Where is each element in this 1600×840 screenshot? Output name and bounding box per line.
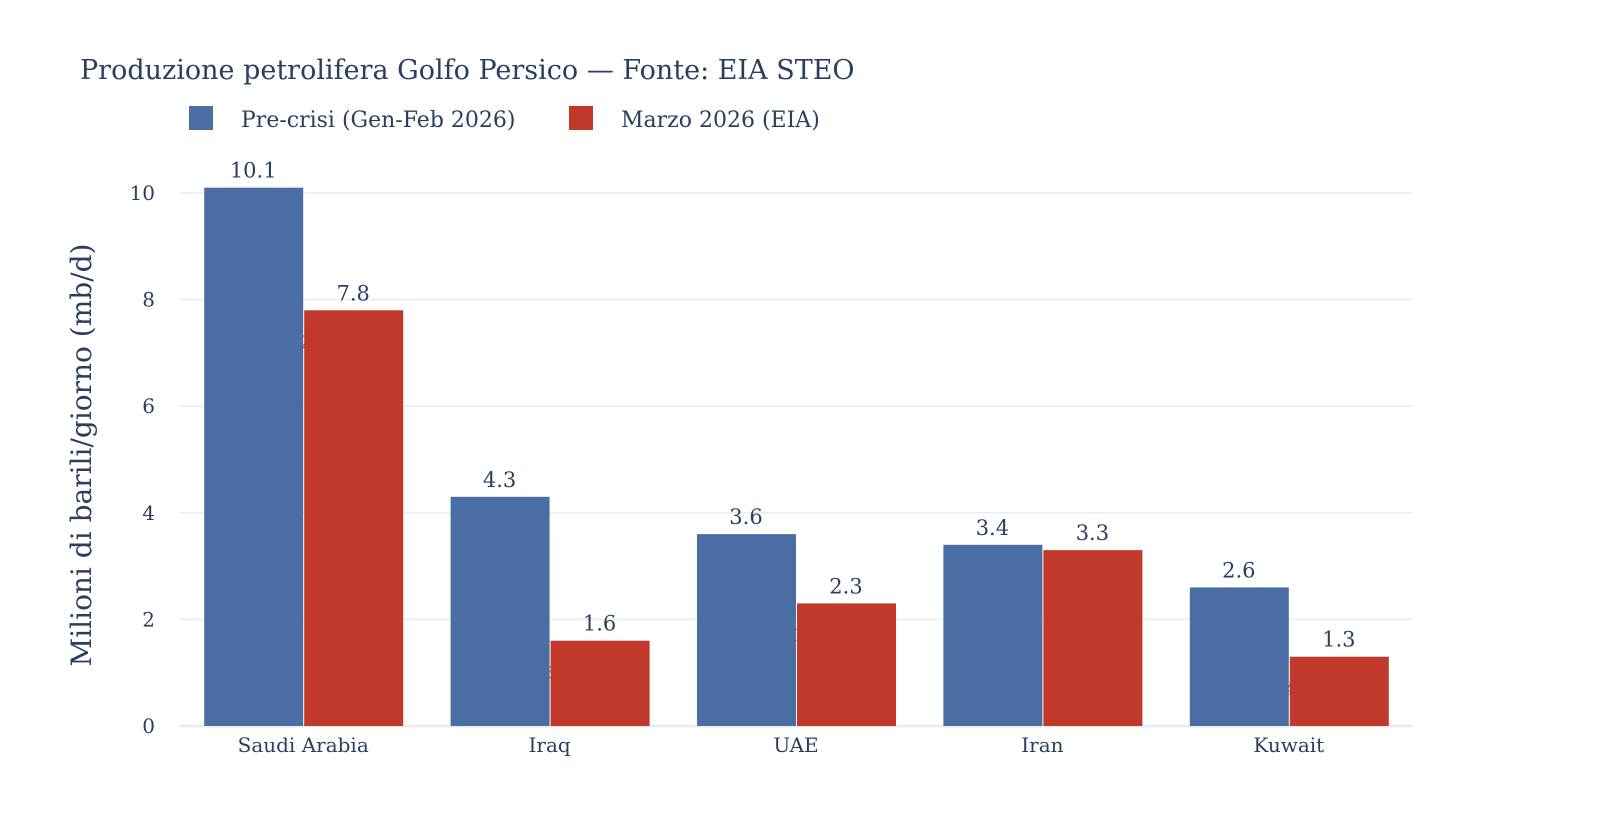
bar-value-label: 3.6 [729,505,762,529]
legend-label-march-2026: Marzo 2026 (EIA) [621,108,820,133]
x-tick-label: Iran [1021,733,1063,757]
bar-value-label: 4.3 [483,468,516,492]
x-axis-ticks: Saudi Arabia Iraq UAE Iran Kuwait [238,733,1325,757]
y-tick-label: 0 [142,714,155,738]
x-tick-label: UAE [773,733,818,757]
y-tick-label: 2 [142,607,155,631]
y-tick-label: 10 [130,181,155,205]
legend-item-pre-crisis[interactable]: Pre-crisi (Gen-Feb 2026) [189,106,515,133]
bar-pre-crisis-uae[interactable] [697,534,796,726]
x-tick-label: Iraq [529,733,571,757]
bar-pre-crisis-iran[interactable] [943,544,1043,726]
bar-march-2026-kuwait[interactable] [1289,656,1389,726]
y-tick-label: 6 [142,394,155,418]
chart-title: Produzione petrolifera Golfo Persico — F… [80,55,855,86]
bar-value-label: 2.3 [829,574,862,598]
y-axis-ticks: 0 2 4 6 8 10 [130,181,155,738]
bar-value-label: 1.6 [583,612,616,636]
bar-pre-crisis-kuwait[interactable] [1189,587,1289,726]
legend: Pre-crisi (Gen-Feb 2026) Marzo 2026 (EIA… [189,106,820,133]
x-tick-label: Kuwait [1253,733,1324,757]
bar-march-2026-iran[interactable] [1043,550,1143,726]
legend-label-pre-crisis: Pre-crisi (Gen-Feb 2026) [241,108,515,133]
legend-swatch-pre-crisis [189,106,213,130]
bar-march-2026-iraq[interactable] [550,640,650,726]
bar-march-2026-saudi-arabia[interactable] [304,310,404,726]
bar-value-label: 10.1 [230,159,277,183]
bars [204,187,1389,727]
y-axis-title: Milioni di barili/giorno (mb/d) [65,244,98,667]
bar-pre-crisis-iraq[interactable] [450,496,550,726]
bar-value-label: 3.3 [1076,521,1109,545]
bar-march-2026-uae[interactable] [797,603,896,726]
bar-value-label: 2.6 [1222,558,1255,582]
legend-item-march-2026[interactable]: Marzo 2026 (EIA) [569,106,820,133]
bar-pre-crisis-saudi-arabia[interactable] [204,187,304,727]
legend-swatch-march-2026 [569,106,593,130]
value-labels: 10.1 7.8 4.3 1.6 3.6 2.3 3.4 3.3 2.6 1.3 [230,159,1356,652]
bar-value-label: 1.3 [1322,628,1355,652]
bar-value-label: 7.8 [336,281,369,305]
bar-value-label: 3.4 [976,516,1009,540]
x-tick-label: Saudi Arabia [238,733,369,757]
y-tick-label: 4 [142,501,155,525]
y-tick-label: 8 [142,288,155,312]
